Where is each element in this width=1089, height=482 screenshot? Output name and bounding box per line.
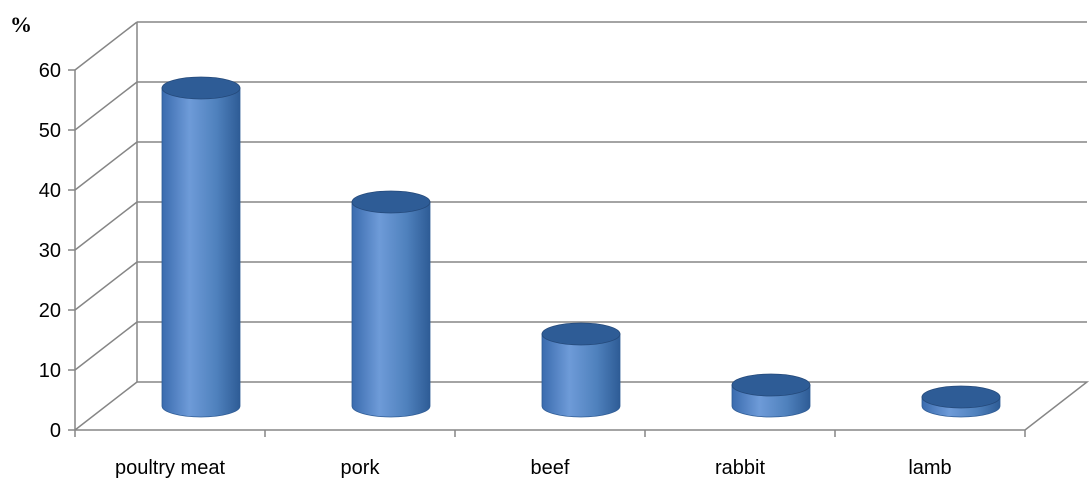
- bar-rabbit: [732, 374, 810, 417]
- x-axis: poultry meat pork beef rabbit lamb: [75, 430, 1025, 479]
- bars: [162, 77, 1000, 417]
- x-tick-label: pork: [341, 457, 381, 479]
- y-tick-label: 0: [50, 420, 61, 442]
- gridline-60: [75, 22, 1087, 70]
- y-axis-label: %: [10, 12, 32, 37]
- y-tick-label: 20: [39, 300, 61, 322]
- bar-lamb: [922, 386, 1000, 417]
- y-tick-label: 10: [39, 360, 61, 382]
- bar-poultry-meat: [162, 77, 240, 417]
- bar-beef: [542, 323, 620, 417]
- gridline-0: [75, 382, 137, 430]
- x-tick-label: rabbit: [715, 457, 765, 479]
- x-tick-label: lamb: [908, 457, 951, 479]
- y-tick-label: 50: [39, 120, 61, 142]
- y-axis: 0 10 20 30 40 50 60: [39, 60, 75, 442]
- y-tick-label: 40: [39, 180, 61, 202]
- y-tick-label: 30: [39, 240, 61, 262]
- bar-pork: [352, 191, 430, 417]
- x-tick-label: beef: [531, 457, 570, 479]
- x-tick-label: poultry meat: [115, 457, 225, 479]
- y-tick-label: 60: [39, 60, 61, 82]
